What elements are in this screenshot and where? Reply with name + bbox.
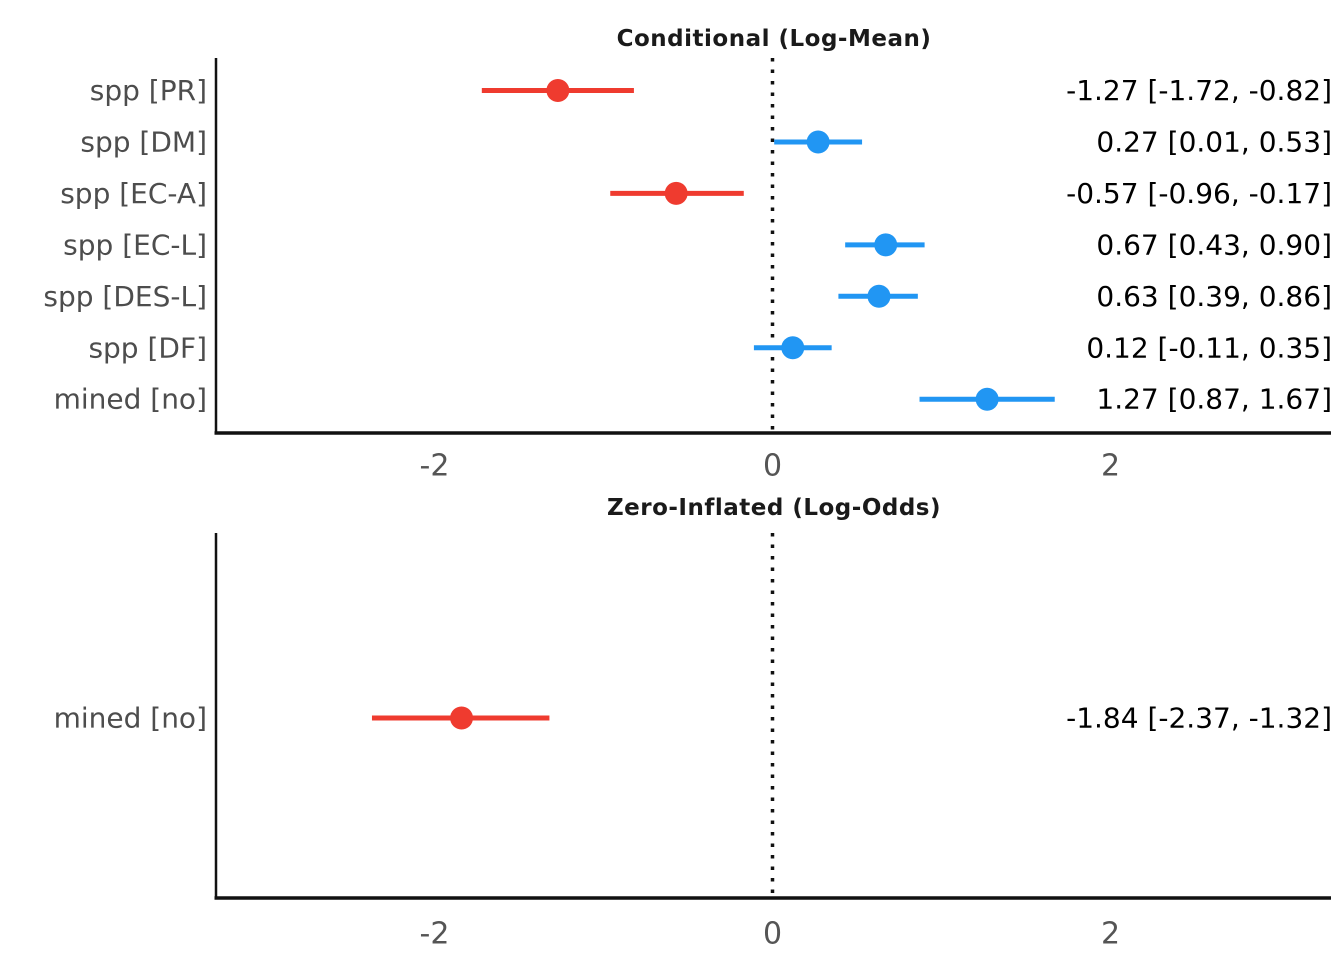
panel-zero-inflated-title: Zero-Inflated (Log-Odds): [606, 495, 942, 521]
row-label: spp [DES-L]: [43, 280, 207, 313]
x-tick-label: -2: [420, 449, 450, 484]
x-tick-label: 2: [1101, 917, 1120, 952]
row-label: mined [no]: [54, 702, 207, 735]
value-label: 0.12 [-0.11, 0.35]: [1086, 331, 1332, 364]
x-tick-label: 0: [763, 449, 782, 484]
x-tick-label: 2: [1101, 449, 1120, 484]
estimate-point: [867, 284, 891, 308]
panel-conditional-title: Conditional (Log-Mean): [616, 26, 932, 52]
row-label: spp [PR]: [90, 74, 207, 107]
row-label: spp [DM]: [80, 125, 207, 158]
estimate-point: [874, 233, 898, 257]
value-label: -1.27 [-1.72, -0.82]: [1066, 74, 1332, 107]
estimate-point: [546, 79, 570, 102]
estimate-point: [806, 130, 830, 154]
row-label: spp [EC-L]: [63, 228, 207, 261]
estimate-point: [975, 387, 999, 411]
value-label: -1.84 [-2.37, -1.32]: [1066, 702, 1332, 735]
x-tick-label: -2: [420, 917, 450, 952]
panel-conditional: Conditional (Log-Mean) -2 0 2 spp [PR] -1.27…: [43, 26, 1332, 484]
forest-svg-1: -2 0 2 mined [no] -1.84 [-2.37, -1.32]: [54, 533, 1332, 952]
estimate-point: [664, 181, 688, 205]
x-tick-label: 0: [763, 917, 782, 952]
panel-zero-inflated: Zero-Inflated (Log-Odds) -2 0 2 mined [no] -…: [0, 490, 1344, 960]
value-label: 0.67 [0.43, 0.90]: [1096, 228, 1332, 261]
estimate-point: [450, 706, 474, 730]
row-label: spp [EC-A]: [60, 177, 207, 210]
row-label: spp [DF]: [88, 331, 207, 364]
forest-svg-0: -2 0 2 spp [PR] -1.27 [-1.72, -0.82] spp [DM]…: [43, 58, 1332, 484]
value-label: -0.57 [-0.96, -0.17]: [1066, 177, 1332, 210]
estimate-point: [781, 336, 805, 360]
value-label: 0.27 [0.01, 0.53]: [1096, 125, 1332, 158]
row-label: mined [no]: [54, 383, 207, 416]
value-label: 1.27 [0.87, 1.67]: [1096, 383, 1332, 416]
value-label: 0.63 [0.39, 0.86]: [1096, 280, 1332, 313]
